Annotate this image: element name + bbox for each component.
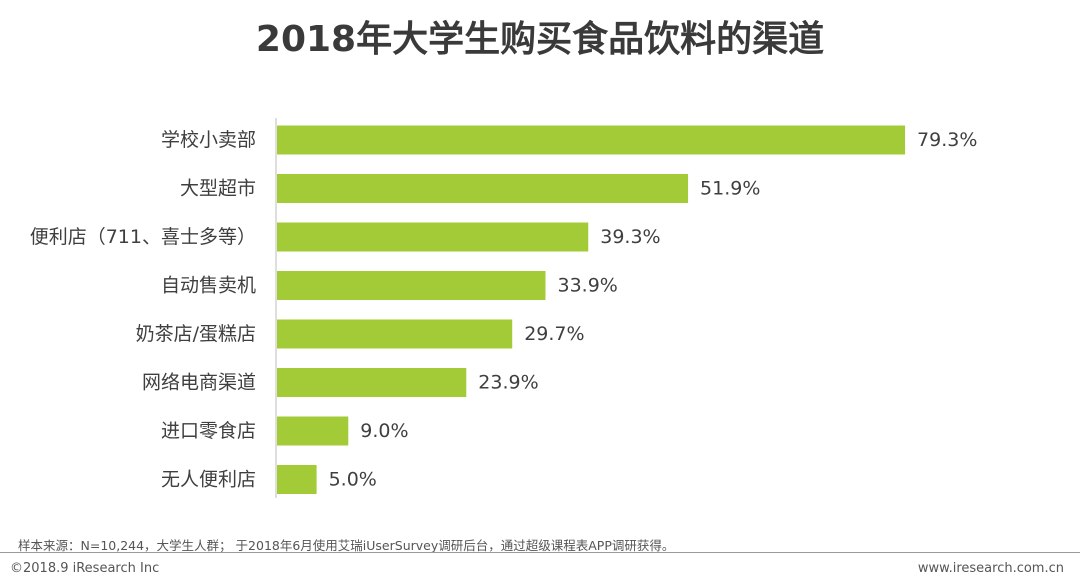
bar-4 bbox=[277, 271, 546, 300]
value-label-2: 51.9% bbox=[700, 178, 760, 200]
category-label-7: 进口零食店 bbox=[161, 420, 256, 442]
value-label-3: 39.3% bbox=[600, 226, 660, 248]
value-label-1: 79.3% bbox=[917, 129, 977, 151]
category-label-2: 大型超市 bbox=[180, 178, 256, 200]
chart-title: 2018年大学生购买食品饮料的渠道 bbox=[255, 19, 825, 60]
source-note: 样本来源：N=10,244，大学生人群； 于2018年6月使用艾瑞iUserSu… bbox=[18, 538, 675, 553]
bar-2 bbox=[277, 174, 689, 203]
bar-6 bbox=[277, 368, 467, 397]
bars-group: 学校小卖部 79.3% 大型超市 51.9% 便利店（711、喜士多等） 39.3% 自动售… bbox=[30, 125, 977, 494]
footer-divider bbox=[0, 552, 1080, 553]
category-label-6: 网络电商渠道 bbox=[142, 372, 256, 394]
bar-3 bbox=[277, 222, 589, 252]
category-label-1: 学校小卖部 bbox=[161, 129, 256, 151]
category-label-5: 奶茶店/蛋糕店 bbox=[136, 323, 256, 345]
value-label-4: 33.9% bbox=[557, 275, 617, 297]
copyright-text: ©2018.9 iResearch Inc bbox=[10, 561, 160, 576]
bar-1 bbox=[277, 125, 906, 155]
bar-chart: 学校小卖部 79.3% 大型超市 51.9% 便利店（711、喜士多等） 39.3% 自动售… bbox=[30, 118, 977, 498]
category-label-4: 自动售卖机 bbox=[161, 275, 256, 297]
category-label-3: 便利店（711、喜士多等） bbox=[30, 226, 256, 248]
value-label-8: 5.0% bbox=[329, 469, 377, 491]
bar-5 bbox=[277, 319, 513, 349]
category-label-8: 无人便利店 bbox=[161, 469, 256, 491]
bar-7 bbox=[277, 416, 349, 446]
value-label-6: 23.9% bbox=[478, 372, 538, 394]
value-label-7: 9.0% bbox=[360, 420, 408, 442]
bar-8 bbox=[277, 465, 317, 494]
value-label-5: 29.7% bbox=[524, 323, 584, 345]
website-link[interactable]: www.iresearch.com.cn bbox=[917, 561, 1064, 576]
